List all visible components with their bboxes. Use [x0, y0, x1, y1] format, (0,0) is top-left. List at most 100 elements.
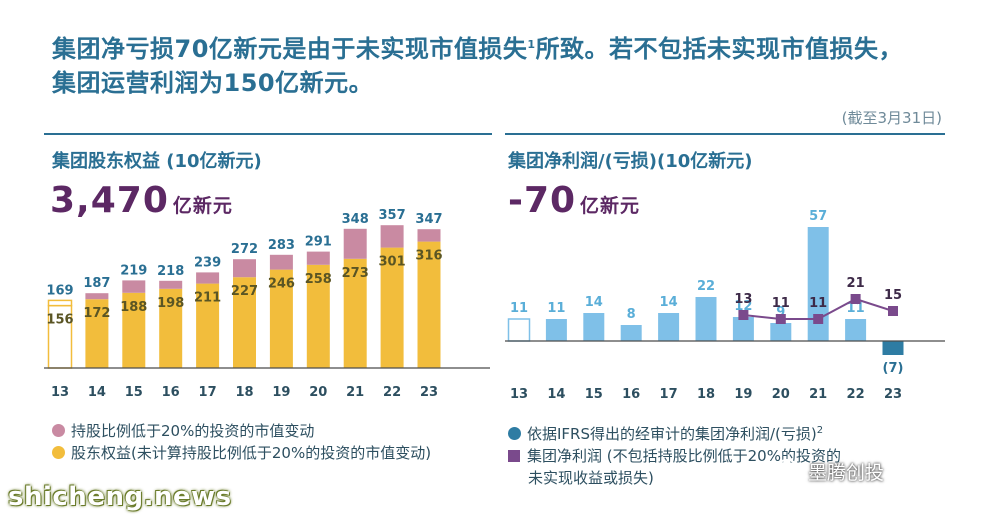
equity-base-label: 227 — [231, 284, 258, 299]
equity-x-tick: 21 — [346, 385, 364, 400]
headline-line-1: 集团净亏损70亿新元是由于未实现市值损失1所致。若不包括未实现市值损失， — [52, 35, 904, 63]
headline-line-2: 集团运营利润为150亿新元。 — [52, 69, 374, 97]
equity-top-bar — [269, 254, 293, 270]
equity-base-label: 188 — [120, 300, 147, 315]
profit-bar-label: 22 — [697, 279, 715, 294]
equity-base-bar — [380, 247, 404, 368]
equity-total-label: 283 — [268, 238, 295, 253]
adjusted-profit-marker — [850, 294, 861, 304]
profit-x-tick: 15 — [585, 387, 603, 402]
equity-top-bar — [159, 280, 183, 289]
profit-x-tick: 14 — [547, 387, 565, 402]
as-of-note: (截至3月31日) — [841, 109, 942, 127]
legend-swatch-gold — [52, 446, 65, 459]
equity-base-label: 172 — [83, 306, 110, 321]
legend-swatch-purple — [508, 450, 520, 462]
equity-headline-value: 3,470 亿新元 — [50, 180, 233, 221]
adjusted-profit-marker — [813, 314, 824, 324]
adjusted-profit-label: 13 — [734, 292, 752, 307]
equity-x-tick: 18 — [235, 385, 253, 400]
profit-bar — [695, 297, 717, 341]
equity-x-tick: 20 — [309, 385, 327, 400]
equity-base-bar — [233, 277, 256, 368]
profit-bar — [845, 319, 867, 341]
equity-base-bar — [306, 264, 330, 368]
equity-top-bar — [306, 251, 330, 265]
equity-base-bar — [122, 292, 146, 368]
right-divider — [505, 133, 945, 135]
equity-top-bar — [233, 259, 256, 278]
equity-legend: 持股比例低于20%的投资的市值变动 股东权益(未计算持股比例低于20%的投资的市… — [52, 420, 431, 464]
profit-bar — [545, 319, 567, 341]
profit-bar — [507, 318, 531, 342]
profit-x-tick: 17 — [660, 387, 678, 402]
profit-bar — [807, 227, 829, 341]
equity-total-label: 187 — [83, 276, 110, 291]
profit-bar-label: (7) — [883, 361, 904, 376]
profit-bar — [882, 341, 904, 355]
equity-total-label: 291 — [305, 235, 332, 250]
equity-total-label: 218 — [157, 264, 184, 279]
adjusted-profit-label: 21 — [847, 276, 865, 291]
equity-x-tick: 23 — [420, 385, 438, 400]
equity-total-label: 219 — [120, 263, 147, 278]
adjusted-profit-label: 11 — [809, 296, 827, 311]
profit-bar-label: 11 — [847, 301, 865, 316]
adjusted-profit-marker — [888, 306, 898, 316]
profit-x-tick: 20 — [772, 387, 790, 402]
equity-base-label: 156 — [46, 313, 73, 328]
profit-x-tick: 21 — [809, 387, 827, 402]
wechat-icon — [776, 459, 803, 480]
profit-bar-label: 9 — [776, 305, 785, 320]
profit-bar — [620, 325, 642, 341]
profit-legend: 依据IFRS得出的经审计的集团净利润/(亏损)2 集团净利润 (不包括持股比例低… — [508, 420, 841, 489]
profit-x-tick: 19 — [734, 387, 752, 402]
equity-total-label: 357 — [379, 208, 406, 223]
equity-base-bar — [269, 269, 293, 368]
equity-top-bar — [343, 228, 367, 259]
profit-headline-value: -70 亿新元 — [508, 180, 641, 221]
equity-base-bar — [343, 258, 367, 368]
equity-base-label: 198 — [157, 296, 184, 311]
equity-total-label: 169 — [46, 283, 73, 298]
equity-base-label: 301 — [379, 255, 406, 270]
equity-total-label: 347 — [415, 212, 442, 227]
equity-total-label: 348 — [342, 212, 369, 227]
equity-base-label: 211 — [194, 291, 221, 306]
equity-base-label: 258 — [305, 272, 332, 287]
watermark-brand: 墨腾创投 — [808, 462, 885, 484]
equity-x-tick: 14 — [88, 385, 106, 400]
equity-x-tick: 13 — [51, 385, 69, 400]
profit-x-tick: 13 — [510, 387, 528, 402]
equity-x-tick: 17 — [199, 385, 217, 400]
equity-x-tick: 16 — [162, 385, 180, 400]
equity-total-label: 239 — [194, 255, 221, 270]
equity-top-bar — [380, 225, 404, 248]
equity-base-label: 316 — [415, 249, 442, 264]
profit-bar-label: 11 — [547, 301, 565, 316]
profit-bar — [583, 313, 605, 341]
legend-item-adjusted: 集团净利润 (不包括持股比例低于20%的投资的 — [508, 445, 841, 467]
legend-item-market-change: 持股比例低于20%的投资的市值变动 — [52, 420, 431, 442]
watermark-text: shicheng.news — [8, 482, 232, 512]
profit-bar — [732, 317, 754, 341]
profit-x-tick: 22 — [847, 387, 865, 402]
profit-bar-label: 14 — [660, 295, 678, 310]
profit-bar-label: 8 — [627, 307, 636, 322]
profit-chart-title: 集团净利润/(亏损)(10亿新元) — [508, 151, 753, 172]
equity-base-bar — [85, 299, 109, 368]
equity-total-label: 272 — [231, 242, 258, 257]
equity-x-tick: 15 — [125, 385, 143, 400]
profit-bar-label: 14 — [585, 295, 603, 310]
legend-item-equity: 股东权益(未计算持股比例低于20%的投资的市值变动) — [52, 442, 431, 464]
profit-bar-label: 57 — [809, 209, 827, 224]
headline: 集团净亏损70亿新元是由于未实现市值损失1所致。若不包括未实现市值损失， 集团运… — [52, 28, 952, 100]
adjusted-profit-marker — [775, 314, 786, 324]
equity-top-bar — [417, 229, 441, 242]
legend-item-adjusted-line2: 未实现收益或损失) — [528, 469, 654, 487]
profit-bar — [770, 323, 792, 341]
equity-base-bar — [196, 283, 220, 368]
equity-top-bar — [85, 293, 109, 300]
equity-top-bar — [122, 280, 146, 293]
